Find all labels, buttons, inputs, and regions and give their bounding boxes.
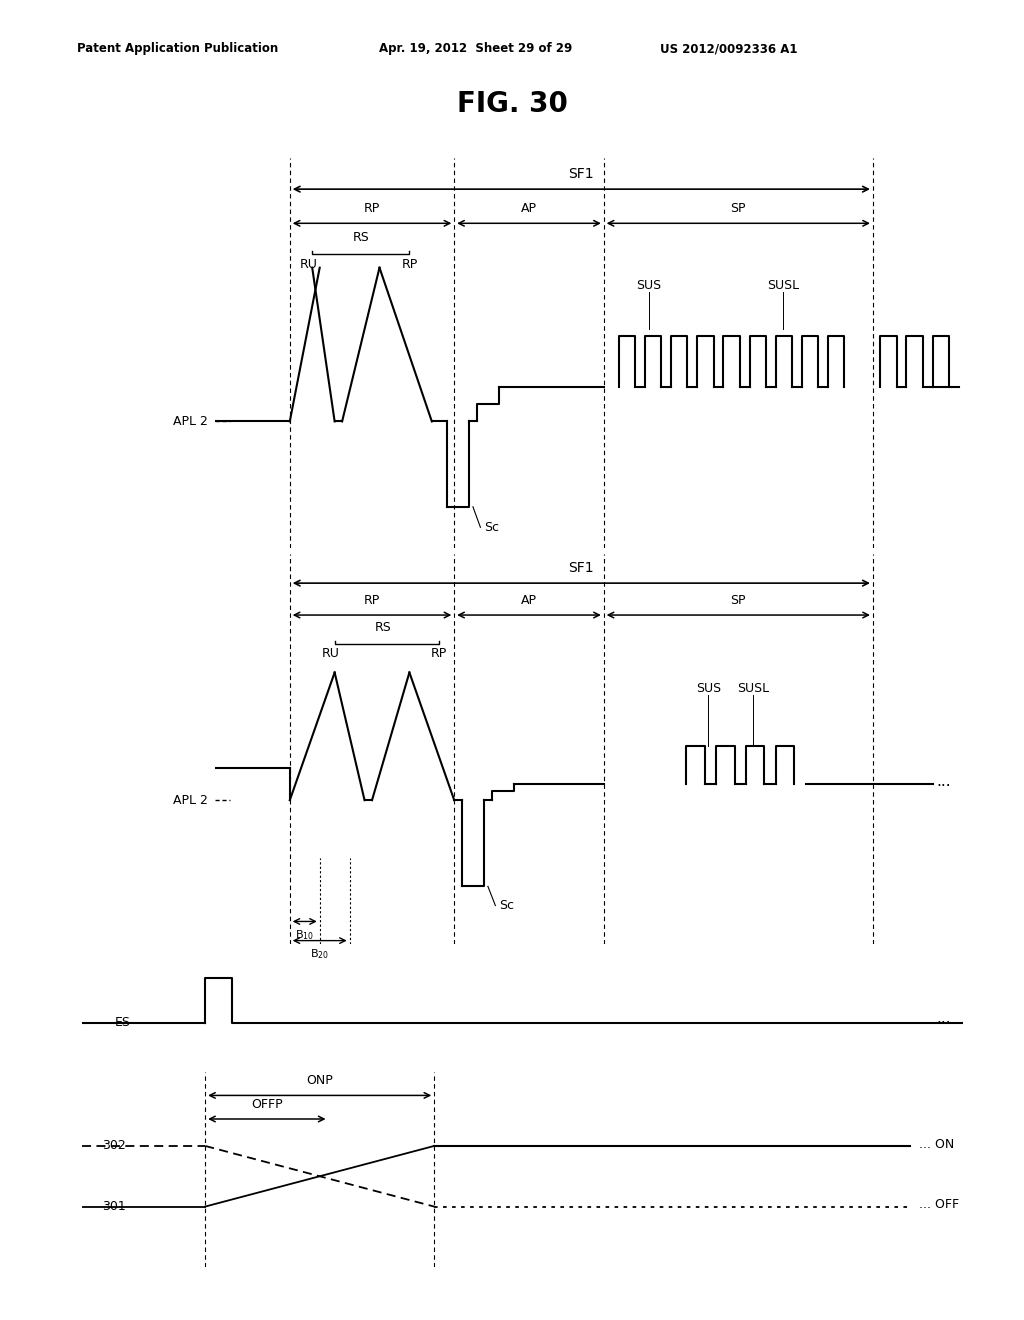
Text: Apr. 19, 2012  Sheet 29 of 29: Apr. 19, 2012 Sheet 29 of 29	[379, 42, 572, 55]
Text: RP: RP	[431, 647, 447, 660]
Text: RU: RU	[322, 647, 340, 660]
Text: B$_{10}$: B$_{10}$	[295, 928, 314, 941]
Text: Patent Application Publication: Patent Application Publication	[77, 42, 279, 55]
Text: RS: RS	[352, 231, 370, 244]
Text: Sc: Sc	[484, 521, 499, 533]
Text: ... OFF: ... OFF	[919, 1199, 958, 1212]
Text: ...: ...	[936, 774, 951, 788]
Text: SF1: SF1	[568, 561, 594, 576]
Text: ... ON: ... ON	[919, 1138, 953, 1151]
Text: FIG. 30: FIG. 30	[457, 90, 567, 117]
Text: RP: RP	[401, 259, 418, 271]
Text: APL 2: APL 2	[173, 793, 208, 807]
Text: SUSL: SUSL	[737, 682, 769, 694]
Text: RP: RP	[364, 202, 380, 215]
Text: ES: ES	[115, 1016, 130, 1030]
Text: SF1: SF1	[568, 166, 594, 181]
Text: OFFP: OFFP	[251, 1097, 283, 1110]
Text: SUS: SUS	[696, 682, 721, 694]
Text: 302: 302	[102, 1139, 126, 1152]
Text: APL 2: APL 2	[173, 414, 208, 428]
Text: AP: AP	[521, 594, 537, 607]
Text: Sc: Sc	[499, 899, 514, 912]
Text: RP: RP	[364, 594, 380, 607]
Text: SUS: SUS	[636, 279, 662, 292]
Text: RU: RU	[300, 259, 317, 271]
Text: ...: ...	[936, 376, 951, 391]
Text: B$_{20}$: B$_{20}$	[310, 946, 330, 961]
Text: SP: SP	[730, 202, 746, 215]
Text: SP: SP	[730, 594, 746, 607]
Text: AP: AP	[521, 202, 537, 215]
Text: SUSL: SUSL	[767, 279, 799, 292]
Text: 301: 301	[102, 1200, 126, 1213]
Text: ...: ...	[936, 1011, 950, 1026]
Text: RS: RS	[375, 622, 391, 634]
Text: ONP: ONP	[306, 1074, 333, 1086]
Text: US 2012/0092336 A1: US 2012/0092336 A1	[660, 42, 798, 55]
